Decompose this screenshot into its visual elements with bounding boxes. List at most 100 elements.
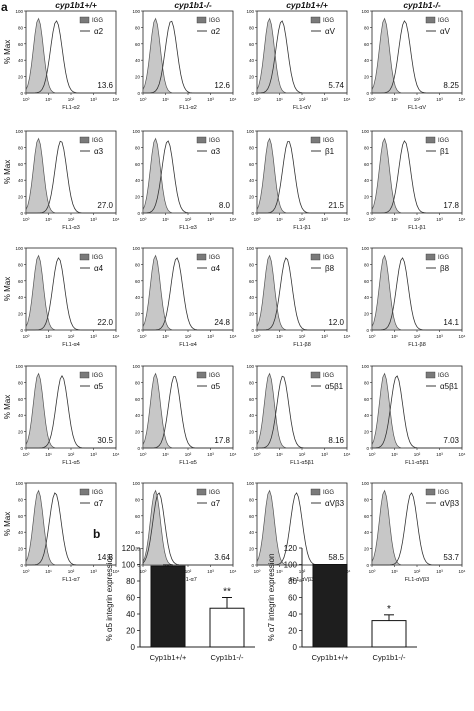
y-tick-label: 20 (364, 75, 370, 80)
x-axis-label: FL1-α3 (62, 225, 80, 231)
x-tick-label: 10⁰ (369, 334, 376, 339)
y-tick-label: 80 (18, 145, 24, 150)
x-tick-label: 10¹ (162, 217, 169, 222)
histogram-panel-r5-c1: 0 20 40 60 80 100 10⁰ 10¹ 10² 10³ 10⁴ IGG α7 14.8 FL1-… (3, 481, 120, 583)
y-tick-label: 40 (126, 610, 135, 619)
legend-control-swatch (310, 136, 321, 144)
legend-control-swatch (310, 16, 321, 24)
legend-sample-label: β1 (325, 147, 335, 156)
y-tick-label: 40 (135, 295, 141, 300)
legend-control-label: IGG (323, 490, 334, 496)
legend-control-label: IGG (438, 373, 449, 379)
x-tick-label: 10⁰ (254, 97, 261, 102)
x-axis-label: FL1-α7 (179, 577, 197, 583)
y-tick-label: 0 (251, 91, 254, 96)
legend-control-swatch (425, 16, 436, 24)
column-header-4: cyp1b1-/- (403, 0, 440, 10)
x-tick-label: 10⁴ (230, 334, 237, 339)
legend-control-swatch (79, 253, 90, 261)
y-tick-label: 100 (361, 129, 369, 134)
x-tick-label: 10³ (436, 97, 443, 102)
legend-control-swatch (310, 488, 321, 496)
legend-control-label: IGG (323, 138, 334, 144)
y-tick-label: 100 (361, 481, 369, 486)
sample-histogram (143, 376, 233, 449)
x-axis-label: FL1-α5 (62, 460, 80, 466)
percent-positive-value: 17.8 (214, 436, 230, 445)
y-tick-label: 60 (364, 42, 370, 47)
x-axis-label: FL1-α3 (179, 225, 197, 231)
legend-sample-label: α7 (211, 499, 221, 508)
x-tick-label: 10¹ (391, 569, 398, 574)
percent-positive-value: 58.5 (328, 553, 344, 562)
y-tick-label: 0 (251, 563, 254, 568)
histogram-panel-r1-c3: 0 20 40 60 80 100 10⁰ 10¹ 10² 10³ 10⁴ IGG αV 5.74 FL1-… (246, 9, 350, 111)
category-label: Cyp1b1+/+ (150, 653, 187, 662)
x-axis-label: FL1-α7 (62, 577, 80, 583)
x-tick-label: 10⁴ (230, 452, 237, 457)
y-tick-label: 20 (364, 195, 370, 200)
legend-control-swatch (425, 253, 436, 261)
x-tick-label: 10³ (90, 334, 97, 339)
y-tick-label: 80 (18, 262, 24, 267)
legend-control-label: IGG (438, 138, 449, 144)
x-tick-label: 10⁴ (344, 217, 351, 222)
legend-control-swatch (196, 16, 207, 24)
y-tick-label: 80 (18, 497, 24, 502)
legend-sample-label: α4 (94, 264, 104, 273)
y-tick-label: 100 (132, 9, 140, 14)
y-tick-label: 20 (135, 312, 141, 317)
x-tick-label: 10¹ (45, 452, 52, 457)
y-tick-label: 40 (135, 530, 141, 535)
percent-positive-value: 22.0 (97, 318, 113, 327)
legend-control-swatch (196, 371, 207, 379)
legend-sample-label: α3 (94, 147, 104, 156)
y-tick-label: 100 (15, 364, 23, 369)
percent-positive-value: 8.16 (328, 436, 344, 445)
sample-histogram (26, 374, 116, 449)
y-tick-label: 100 (246, 129, 254, 134)
x-tick-label: 10³ (207, 217, 214, 222)
x-tick-label: 10¹ (45, 569, 52, 574)
y-tick-label: 80 (364, 145, 370, 150)
sample-histogram (257, 141, 347, 214)
legend-control-swatch (196, 488, 207, 496)
legend-control-swatch (196, 253, 207, 261)
x-tick-label: 10² (185, 97, 192, 102)
legend-control-swatch (79, 136, 90, 144)
x-tick-label: 10¹ (276, 452, 283, 457)
legend-control-label: IGG (92, 490, 103, 496)
y-tick-label: 0 (293, 643, 298, 652)
x-tick-label: 10⁴ (344, 97, 351, 102)
legend-sample-label: αVβ3 (325, 499, 345, 508)
percent-positive-value: 27.0 (97, 201, 113, 210)
y-tick-label: 40 (364, 178, 370, 183)
y-tick-label: 80 (288, 577, 297, 586)
x-tick-label: 10² (414, 97, 421, 102)
y-tick-label: 100 (15, 246, 23, 251)
x-tick-label: 10⁰ (140, 569, 147, 574)
y-tick-label: 100 (132, 481, 140, 486)
y-tick-label: 100 (15, 129, 23, 134)
legend-sample-label: αV (440, 27, 451, 36)
x-tick-label: 10³ (207, 97, 214, 102)
x-tick-label: 10¹ (276, 217, 283, 222)
x-tick-label: 10⁴ (459, 97, 466, 102)
y-tick-label: 0 (366, 328, 369, 333)
sample-histogram (142, 492, 233, 566)
sample-histogram (372, 375, 462, 449)
x-tick-label: 10⁰ (254, 217, 261, 222)
x-tick-label: 10³ (90, 97, 97, 102)
x-tick-label: 10⁴ (459, 452, 466, 457)
y-tick-label: 0 (251, 328, 254, 333)
y-tick-label: 60 (18, 162, 24, 167)
sample-histogram (372, 140, 462, 214)
category-label: Cyp1b1+/+ (312, 653, 349, 662)
sample-histogram (257, 257, 347, 331)
y-tick-label: 40 (364, 413, 370, 418)
y-tick-label: 40 (18, 178, 24, 183)
x-tick-label: 10⁴ (230, 217, 237, 222)
histogram-panel-r2-c2: 0 20 40 60 80 100 10⁰ 10¹ 10² 10³ 10⁴ IGG α3 8.0 FL1-α… (132, 129, 236, 231)
